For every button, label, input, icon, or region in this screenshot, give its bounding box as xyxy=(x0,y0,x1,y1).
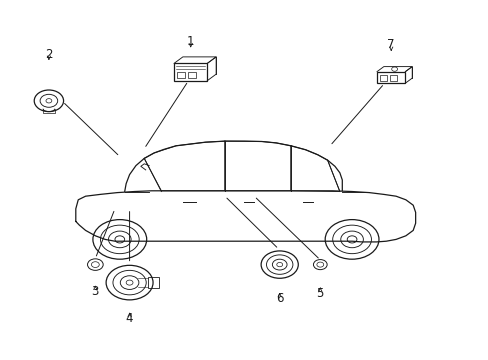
Text: 2: 2 xyxy=(45,48,53,60)
Bar xyxy=(376,72,405,83)
Bar xyxy=(379,75,386,81)
Text: 3: 3 xyxy=(91,285,99,298)
Text: 7: 7 xyxy=(386,39,394,51)
Bar xyxy=(177,72,185,78)
Text: 6: 6 xyxy=(275,292,283,305)
Bar xyxy=(174,63,207,81)
Text: 1: 1 xyxy=(186,35,194,48)
Text: 4: 4 xyxy=(125,312,133,325)
Bar xyxy=(389,75,396,81)
Bar xyxy=(187,72,196,78)
Bar xyxy=(148,277,159,288)
Text: 5: 5 xyxy=(316,287,324,300)
